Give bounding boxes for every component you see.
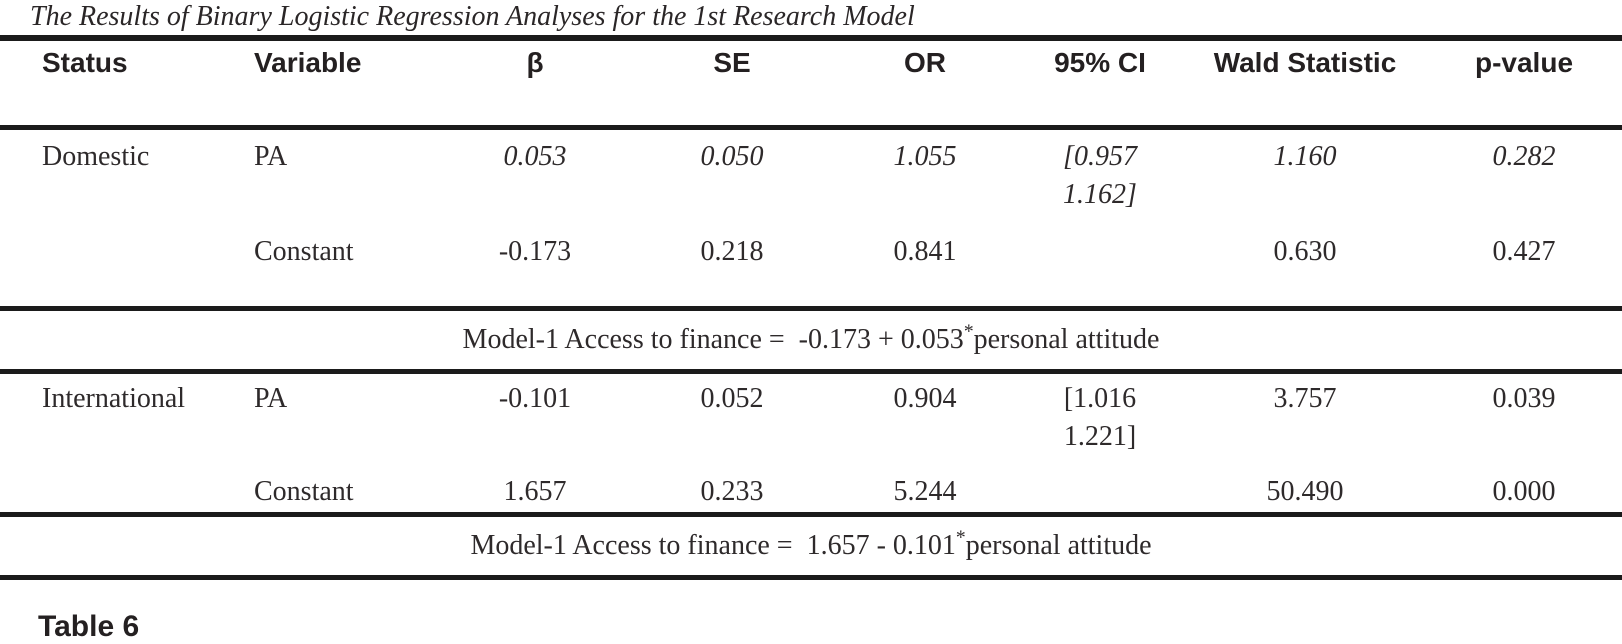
status-cell: Domestic xyxy=(42,140,150,172)
wald-cell: 1.160 xyxy=(1273,140,1337,172)
model-equation-row-domestic: Model-1 Access to finance = -0.173 + 0.0… xyxy=(0,308,1622,374)
wald-cell: 3.757 xyxy=(1273,382,1337,414)
beta-cell: 1.657 xyxy=(440,461,630,517)
status-cell xyxy=(0,227,212,311)
col-header-ci: 95% CI xyxy=(1016,41,1184,130)
col-header-status: Status xyxy=(0,41,212,130)
se-cell: 0.052 xyxy=(700,382,764,414)
col-header-variable: Variable xyxy=(212,41,440,130)
beta-cell: -0.101 xyxy=(498,382,572,414)
header-row: Status Variable β SE OR 95% CI Wald Stat… xyxy=(0,41,1622,130)
model-equation: Model-1 Access to finance = -0.173 + 0.0… xyxy=(0,308,1622,374)
ci-lower: [0.957 xyxy=(1063,140,1137,172)
beta-cell: 0.053 xyxy=(503,140,567,172)
or-cell: 5.244 xyxy=(834,461,1016,517)
model-equation-row-international: Model-1 Access to finance = 1.657 - 0.10… xyxy=(0,514,1622,580)
asterisk: * xyxy=(955,527,966,549)
beta-cell: -0.173 xyxy=(440,227,630,311)
table-row-international-pa: International PA -0.101 0.052 0.904 [1.0… xyxy=(0,371,1622,461)
or-cell: 0.841 xyxy=(834,227,1016,311)
ci-upper: 1.221] xyxy=(1063,420,1137,452)
equation-text: personal attitude xyxy=(965,529,1152,561)
variable-cell: PA xyxy=(254,140,288,172)
col-header-se: SE xyxy=(630,41,834,130)
variable-cell: PA xyxy=(254,382,288,414)
status-cell: International xyxy=(42,382,186,414)
col-header-or: OR xyxy=(834,41,1016,130)
ci-cell xyxy=(1016,227,1184,311)
ci-lower: [1.016 xyxy=(1063,382,1137,414)
se-cell: 0.050 xyxy=(700,140,764,172)
model-equation: Model-1 Access to finance = 1.657 - 0.10… xyxy=(0,514,1622,580)
next-table-caption: Table 6 xyxy=(38,609,140,643)
table-row-domestic-constant: Constant -0.173 0.218 0.841 0.630 0.427 xyxy=(0,227,1622,311)
or-cell: 0.904 xyxy=(893,382,957,414)
col-header-wald: Wald Statistic xyxy=(1184,41,1426,130)
regression-table: Status Variable β SE OR 95% CI Wald Stat… xyxy=(0,41,1622,580)
equation-text: Model-1 Access to finance = 1.657 - 0.10… xyxy=(470,529,956,561)
variable-cell: Constant xyxy=(212,461,440,517)
ci-cell: [0.957 1.162] xyxy=(1016,127,1184,227)
status-cell xyxy=(0,461,212,517)
pvalue-cell: 0.282 xyxy=(1492,140,1556,172)
ci-cell xyxy=(1016,461,1184,517)
se-cell: 0.218 xyxy=(630,227,834,311)
variable-cell: Constant xyxy=(212,227,440,311)
ci-cell: [1.016 1.221] xyxy=(1016,371,1184,461)
col-header-pvalue: p-value xyxy=(1426,41,1622,130)
equation-text: Model-1 Access to finance = -0.173 + 0.0… xyxy=(462,323,964,355)
table-row-international-constant: Constant 1.657 0.233 5.244 50.490 0.000 xyxy=(0,461,1622,517)
wald-cell: 0.630 xyxy=(1184,227,1426,311)
wald-cell: 50.490 xyxy=(1184,461,1426,517)
table-title: The Results of Binary Logistic Regressio… xyxy=(0,0,1622,41)
or-cell: 1.055 xyxy=(893,140,957,172)
col-header-beta: β xyxy=(440,41,630,130)
ci-upper: 1.162] xyxy=(1063,178,1137,210)
asterisk: * xyxy=(963,321,974,343)
pvalue-cell: 0.039 xyxy=(1492,382,1556,414)
equation-text: personal attitude xyxy=(973,323,1160,355)
pvalue-cell: 0.000 xyxy=(1426,461,1622,517)
table-row-domestic-pa: Domestic PA 0.053 0.050 1.055 [0.957 1.1… xyxy=(0,127,1622,227)
pvalue-cell: 0.427 xyxy=(1426,227,1622,311)
se-cell: 0.233 xyxy=(630,461,834,517)
